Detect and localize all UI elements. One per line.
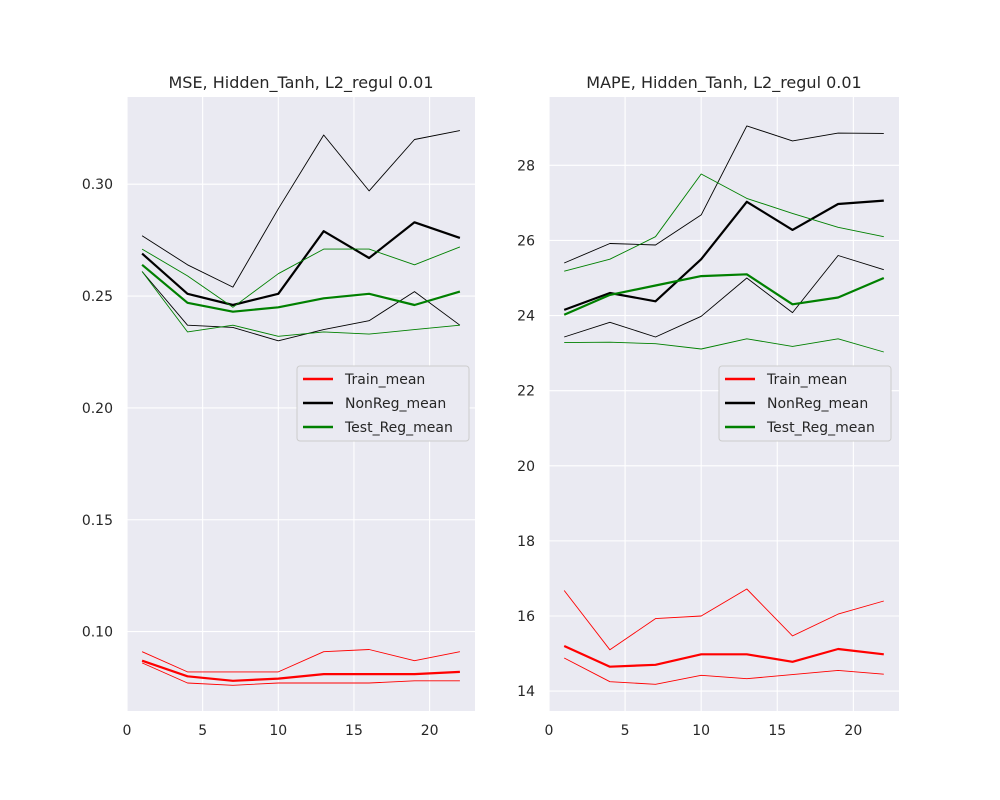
mape-y-tick-label: 20 (517, 459, 535, 475)
mape-y-tick-label: 16 (517, 609, 535, 625)
mape-y-tick-label: 28 (517, 158, 535, 174)
mse-legend-label: Train_mean (344, 372, 425, 388)
mse-train-mean-line (141, 659, 460, 682)
mape-band-line (564, 338, 884, 353)
mape-legend: Train_mean NonReg_mean Test_Reg_mean (718, 365, 892, 442)
mape-x-tick-label: 5 (621, 723, 630, 739)
mse-y-tick-label: 0.25 (82, 289, 113, 305)
mape-x-tick-label: 15 (768, 723, 786, 739)
mape-y-tick-label: 24 (517, 309, 535, 325)
mape-x-tick-label: 0 (545, 723, 554, 739)
mape-y-tick-label: 14 (517, 684, 535, 700)
mse-chart: 0 5 10 15 20 0.10 0.15 0.20 0.25 0.30 MSE, Hidden… (82, 73, 475, 739)
mape-band-line (564, 255, 884, 338)
mse-x-tick-label: 0 (123, 723, 132, 739)
mse-x-tick-label: 20 (421, 723, 439, 739)
mse-band-line (141, 271, 461, 342)
mape-legend-label: NonReg_mean (767, 396, 868, 412)
mape-band-line (563, 657, 884, 685)
mape-x-tick-label: 20 (844, 723, 862, 739)
mse-band-line (141, 271, 460, 337)
mape-test-reg-mean-line (563, 273, 885, 316)
mse-y-tick-label: 0.20 (82, 401, 113, 417)
mape-legend-box (718, 365, 892, 442)
mse-y-tick-label: 0.30 (82, 177, 113, 193)
mse-x-tick-label: 10 (269, 723, 287, 739)
mse-legend-label: NonReg_mean (345, 396, 446, 412)
mape-y-tick-label: 18 (517, 534, 535, 550)
mape-band-line (564, 173, 884, 272)
mse-x-tick-label: 15 (345, 723, 363, 739)
mse-legend: Train_mean NonReg_mean Test_Reg_mean (296, 365, 470, 442)
mape-legend-label: Train_mean (766, 372, 847, 388)
mape-chart: 0 5 10 15 20 14 16 18 20 22 24 26 28 MAPE, Hidden_Ta… (517, 73, 899, 739)
mape-chart-title: MAPE, Hidden_Tanh, L2_regul 0.01 (586, 73, 861, 93)
mse-band-line (141, 246, 461, 308)
mape-train-mean-line (563, 644, 884, 668)
mape-band-line (564, 125, 884, 264)
mse-chart-title: MSE, Hidden_Tanh, L2_regul 0.01 (168, 73, 433, 93)
mse-x-tick-label: 5 (198, 723, 207, 739)
mse-y-tick-label: 0.10 (82, 625, 113, 641)
mape-legend-label: Test_Reg_mean (766, 420, 875, 436)
mse-y-tick-label: 0.15 (82, 513, 113, 529)
mse-nonreg-mean-line (141, 221, 461, 307)
mse-band-line (141, 649, 460, 673)
mape-y-tick-label: 26 (517, 233, 535, 249)
mse-band-line (141, 662, 460, 686)
mape-x-tick-label: 10 (692, 723, 710, 739)
mse-test-reg-mean-line (141, 263, 461, 313)
mse-legend-box (296, 365, 470, 442)
mape-band-line (563, 588, 884, 651)
mape-y-tick-label: 22 (517, 384, 535, 400)
mse-band-line (141, 130, 460, 288)
mse-legend-label: Test_Reg_mean (344, 420, 453, 436)
